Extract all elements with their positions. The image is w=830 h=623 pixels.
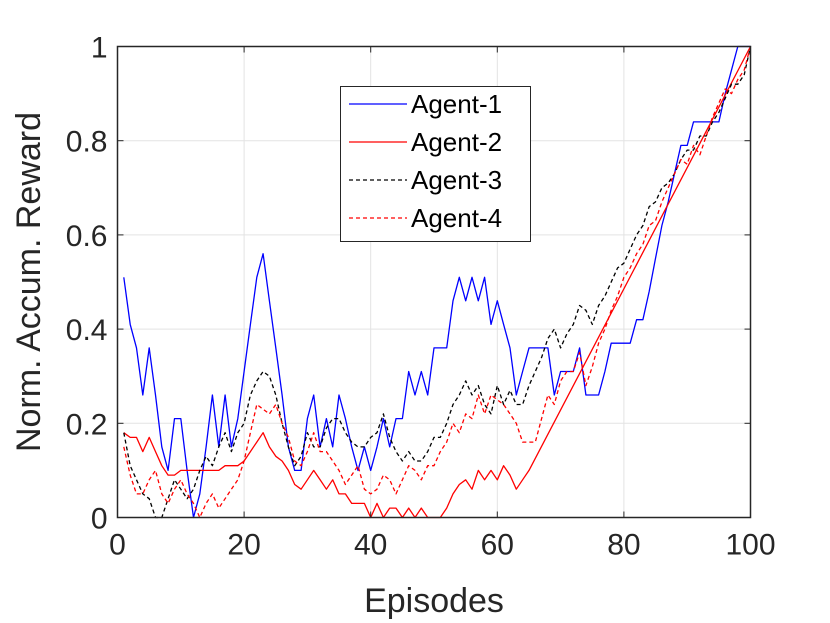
y-tick-label: 0.8	[66, 126, 108, 159]
legend: Agent-1 Agent-2 Agent-3 Agent-4	[340, 86, 531, 242]
x-tick-labels: 0 20 40 60 80 100	[109, 529, 775, 562]
legend-label-agent-1: Agent-1	[411, 89, 502, 119]
y-tick-label: 1	[91, 32, 108, 65]
data-series	[123, 45, 752, 519]
y-tick-label: 0	[91, 503, 108, 536]
x-tick-label: 60	[481, 529, 514, 562]
legend-box	[340, 86, 531, 242]
legend-label-agent-4: Agent-4	[411, 203, 502, 233]
x-axis-title: Episodes	[364, 582, 504, 620]
y-tick-label: 0.2	[66, 408, 108, 441]
y-axis-title: Norm. Accum. Reward	[10, 112, 48, 452]
y-tick-label: 0.4	[66, 314, 108, 347]
axis-ticks	[117, 46, 751, 518]
series-line-agent-2	[123, 46, 752, 519]
x-tick-label: 80	[607, 529, 640, 562]
x-tick-label: 100	[725, 529, 775, 562]
legend-label-agent-3: Agent-3	[411, 165, 502, 195]
series-line-agent-4	[123, 46, 752, 519]
x-tick-label: 40	[354, 529, 387, 562]
y-tick-label: 0.6	[66, 220, 108, 253]
legend-label-agent-2: Agent-2	[411, 127, 502, 157]
x-tick-label: 20	[227, 529, 260, 562]
y-tick-labels: 0 0.2 0.4 0.6 0.8 1	[66, 32, 108, 536]
x-tick-label: 0	[109, 529, 126, 562]
series-line-agent-1	[123, 45, 751, 519]
plot-frame	[116, 45, 752, 519]
